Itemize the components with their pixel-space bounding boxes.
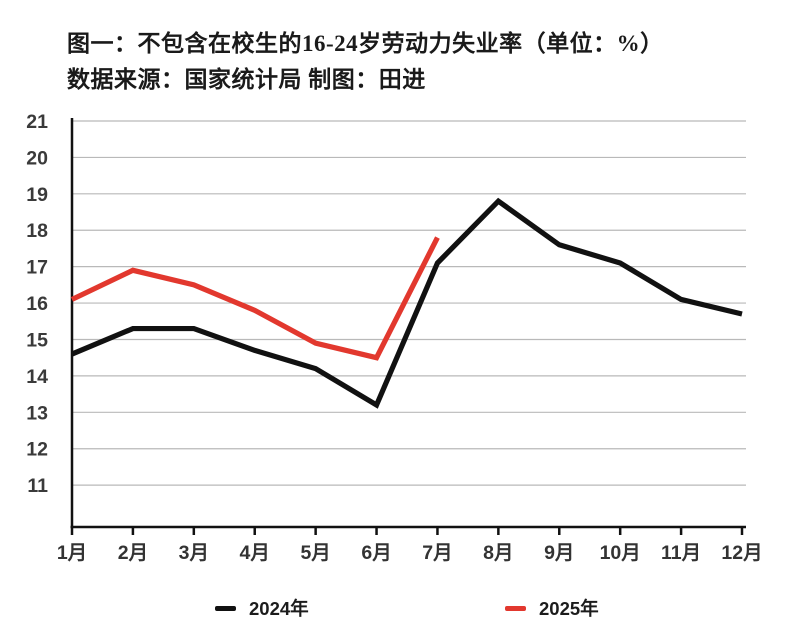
chart-area: 11 12 13 14 15 16 17 18 19 20 21 1月 2月 3月 4月 5月 6月 7月 8月 9月… [0,100,800,580]
series-line-2025年 [70,236,440,361]
legend-swatch-2024 [215,605,236,611]
legend-label-2024: 2024年 [249,598,309,619]
x-tick-label: 7月 [422,542,452,564]
y-tick-label: 12 [26,439,48,461]
x-tick-label: 9月 [544,542,574,564]
y-tick-label: 17 [26,257,48,279]
y-tick-label: 19 [26,184,48,206]
x-tick-label: 8月 [483,542,513,564]
legend-item-2025: 2025年 [505,595,599,621]
legend-item-2024: 2024年 [215,595,309,621]
legend-label-2025: 2025年 [539,598,599,619]
y-tick-label: 13 [26,402,48,424]
line-chart: 11 12 13 14 15 16 17 18 19 20 21 1月 2月 3月 4月 5月 6月 7月 8月 9月… [26,111,762,564]
y-tick-label: 21 [26,111,48,133]
legend: 2024年 2025年 [0,595,800,621]
x-tick-label: 2月 [118,542,148,564]
x-tick-label: 12月 [721,542,762,564]
y-tick-label: 11 [27,475,48,497]
legend-swatch-2025 [505,605,526,611]
x-tick-label: 5月 [300,542,330,564]
y-tick-label: 15 [26,329,48,351]
chart-source-note: 数据来源：国家统计局 制图：田进 [67,67,426,92]
y-tick-label: 16 [26,293,48,315]
chart-header: 图一：不包含在校生的16-24岁劳动力失业率（单位：%） 数据来源：国家统计局 … [67,26,767,98]
chart-title: 图一：不包含在校生的16-24岁劳动力失业率（单位：%） [67,31,664,56]
y-tick-label: 18 [26,220,48,242]
x-tick-label: 4月 [240,542,270,564]
series-line-2024年 [70,197,743,409]
y-tick-label: 14 [26,366,48,388]
y-tick-label: 20 [26,147,48,169]
x-tick-label: 1月 [57,542,87,564]
x-tick-label: 11月 [661,542,701,564]
x-tick-label: 6月 [361,542,391,564]
x-tick-label: 10月 [600,542,641,564]
x-tick-label: 3月 [179,542,209,564]
